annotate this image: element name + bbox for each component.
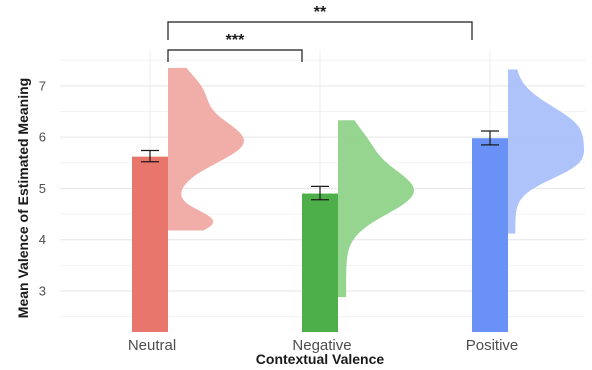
y-axis-title: Mean Valence of Estimated Meaning	[15, 78, 31, 318]
significance-bracket: **	[167, 4, 473, 40]
x-category-label: Positive	[466, 337, 519, 354]
error-bar-negative	[311, 185, 329, 201]
x-axis-title: Contextual Valence	[256, 351, 385, 367]
significance-label: ***	[226, 32, 245, 49]
error-bar-positive	[481, 130, 499, 146]
y-tick-label: 5	[39, 181, 46, 196]
significance-bracket: ***	[167, 32, 303, 62]
violin-negative	[338, 120, 414, 298]
error-bars	[141, 130, 499, 201]
significance-label: **	[314, 4, 327, 21]
x-category-label: Negative	[292, 337, 351, 354]
y-tick-label: 3	[39, 283, 46, 298]
bars	[132, 138, 508, 332]
significance-annotations: *****	[167, 4, 473, 62]
y-tick-label: 6	[39, 130, 46, 145]
y-tick-label: 4	[39, 232, 46, 247]
bar-neutral	[132, 156, 168, 332]
x-category-label: Neutral	[128, 337, 176, 354]
violin-neutral	[168, 67, 244, 231]
violins	[168, 67, 584, 298]
y-tick-label: 7	[39, 78, 46, 93]
y-ticks: 3 4 5 6 7	[39, 78, 46, 298]
bar-positive	[472, 138, 508, 332]
error-bar-neutral	[141, 149, 159, 163]
bar-negative	[302, 193, 338, 332]
violin-positive	[508, 69, 584, 234]
x-categories: Neutral Negative Positive	[128, 337, 518, 354]
